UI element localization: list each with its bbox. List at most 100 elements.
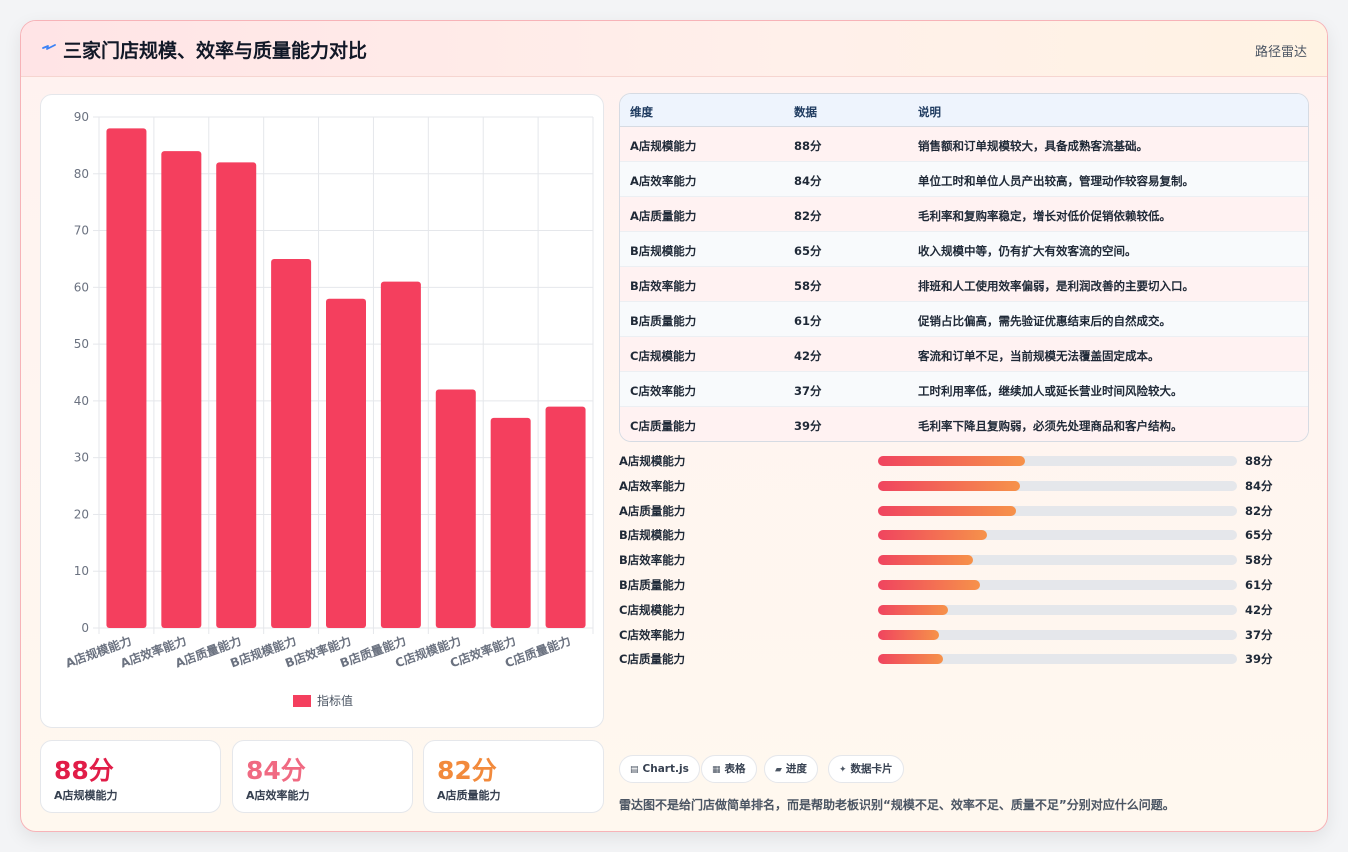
chip-progress[interactable]: ▰ 进度 <box>764 755 818 783</box>
progress-fill <box>878 555 974 566</box>
chip-label: 数据卡片 <box>850 763 893 775</box>
cell-dimension: B店质量能力 <box>630 314 697 328</box>
cell-value: 42分 <box>794 349 822 363</box>
cell-dimension: B店规模能力 <box>630 244 697 258</box>
legend-label: 指标值 <box>317 693 353 708</box>
column-header-dimension: 维度 <box>630 105 653 119</box>
chip-chartjs[interactable]: ▤ Chart.js <box>619 755 700 783</box>
footnote: 雷达图不是给门店做简单排名，而是帮助老板识别“规模不足、效率不足、质量不足”分别… <box>619 798 1175 812</box>
cell-value: 65分 <box>794 244 822 258</box>
progress-fill <box>878 456 1026 466</box>
kpi-card-a-scale: 88分 A店规模能力 <box>40 740 221 813</box>
y-tick-label: 80 <box>74 167 89 181</box>
progress-value: 42分 <box>1245 602 1273 617</box>
cell-description: 单位工时和单位人员产出较高，管理动作较容易复制。 <box>918 174 1194 188</box>
chart-icon: ▤ <box>630 765 639 775</box>
bar <box>216 162 257 628</box>
progress-label: B店规模能力 <box>619 528 686 543</box>
table-row: B店质量能力 61分 促销占比偏高，需先验证优惠结束后的自然成交。 <box>620 302 1308 337</box>
y-tick-label: 40 <box>74 394 89 408</box>
progress-row: C店质量能力 39分 <box>619 649 1319 669</box>
dashboard-card: 三家门店规模、效率与质量能力对比 路径雷达 0 10 20 30 40 50 60 70 80 9… <box>20 20 1328 832</box>
progress-track <box>878 629 1237 640</box>
progress-fill <box>878 580 981 590</box>
progress-track <box>878 654 1237 665</box>
progress-label: A店效率能力 <box>619 478 686 493</box>
table-row: B店效率能力 58分 排班和人工使用效率偏弱，是利润改善的主要切入口。 <box>620 267 1308 302</box>
cell-value: 61分 <box>794 314 822 328</box>
progress-label: A店质量能力 <box>619 503 686 518</box>
cell-dimension: C店规模能力 <box>630 349 696 363</box>
cell-value: 37分 <box>794 384 822 398</box>
y-tick-label: 0 <box>81 621 89 635</box>
table-row: C店规模能力 42分 客流和订单不足，当前规模无法覆盖固定成本。 <box>620 337 1308 372</box>
cell-description: 收入规模中等，仍有扩大有效客流的空间。 <box>918 244 1137 258</box>
bar <box>106 128 147 628</box>
progress-row: B店质量能力 61分 <box>619 575 1319 595</box>
kpi-card-a-efficiency: 84分 A店效率能力 <box>232 740 413 813</box>
cell-description: 毛利率下降且复购弱，必须先处理商品和客户结构。 <box>918 419 1183 433</box>
cell-value: 58分 <box>794 279 822 293</box>
progress-value: 61分 <box>1245 578 1273 592</box>
chip-label: 表格 <box>724 763 746 775</box>
progress-track <box>878 555 1237 566</box>
data-table: 维度 数据 说明 A店规模能力 88分 销售额和订单规模较大，具备成熟客流基础。 A店… <box>619 93 1309 442</box>
progress-row: B店效率能力 58分 <box>619 550 1319 570</box>
progress-value: 84分 <box>1245 478 1273 493</box>
table-row: C店质量能力 39分 毛利率下降且复购弱，必须先处理商品和客户结构。 <box>620 407 1308 441</box>
y-tick-label: 90 <box>74 110 89 124</box>
table-row: A店规模能力 88分 销售额和订单规模较大，具备成熟客流基础。 <box>620 127 1308 162</box>
kpi-card-a-quality: 82分 A店质量能力 <box>423 740 604 813</box>
bar <box>435 389 476 628</box>
progress-label: C店质量能力 <box>619 652 685 667</box>
progress-row: A店效率能力 84分 <box>619 476 1319 496</box>
kpi-label: A店规模能力 <box>54 789 118 802</box>
bar <box>326 298 366 628</box>
cell-description: 销售额和订单规模较大，具备成熟客流基础。 <box>918 139 1148 153</box>
table-row: C店效率能力 37分 工时利用率低，继续加人或延长营业时间风险较大。 <box>620 372 1308 407</box>
bar <box>161 151 202 629</box>
cell-dimension: C店质量能力 <box>630 419 696 433</box>
y-tick-label: 10 <box>74 564 89 578</box>
progress-label: C店效率能力 <box>619 627 685 642</box>
progress-fill <box>878 480 1020 491</box>
progress-fill <box>878 604 948 615</box>
progress-label: B店效率能力 <box>619 553 686 568</box>
cell-description: 毛利率和复购率稳定，增长对低价促销依赖较低。 <box>918 209 1171 223</box>
chip-label: Chart.js <box>642 763 689 775</box>
bar <box>545 406 586 628</box>
cell-value: 82分 <box>794 209 822 223</box>
page-title: 三家门店规模、效率与质量能力对比 <box>63 40 368 62</box>
kpi-value: 82分 <box>437 756 497 785</box>
legend-swatch <box>293 695 311 707</box>
progress-label: A店规模能力 <box>619 454 686 468</box>
kpi-label: A店效率能力 <box>246 789 310 802</box>
kpi-value: 84分 <box>246 756 306 785</box>
y-tick-label: 70 <box>74 224 89 238</box>
progress-row: C店效率能力 37分 <box>619 625 1319 645</box>
column-header-description: 说明 <box>918 105 941 119</box>
progress-value: 65分 <box>1245 528 1273 543</box>
progress-label: B店质量能力 <box>619 578 686 592</box>
cell-value: 88分 <box>794 139 822 153</box>
progress-value: 58分 <box>1245 553 1273 568</box>
chip-data-card[interactable]: ✦ 数据卡片 <box>828 755 904 783</box>
y-tick-label: 20 <box>74 507 89 521</box>
lightning-icon <box>42 44 56 50</box>
progress-value: 37分 <box>1245 627 1273 642</box>
progress-fill <box>878 505 1017 516</box>
header-tag: 路径雷达 <box>1254 45 1307 60</box>
cell-description: 工时利用率低，继续加人或延长营业时间风险较大。 <box>918 384 1183 398</box>
cell-value: 39分 <box>794 419 822 433</box>
progress-icon: ▰ <box>775 765 782 775</box>
chip-label: 进度 <box>785 763 807 775</box>
cell-value: 84分 <box>794 174 822 188</box>
progress-value: 88分 <box>1245 454 1273 468</box>
progress-track <box>878 530 1237 541</box>
cell-dimension: C店效率能力 <box>630 384 696 398</box>
progress-row: B店规模能力 65分 <box>619 525 1319 545</box>
cell-description: 排班和人工使用效率偏弱，是利润改善的主要切入口。 <box>918 279 1194 293</box>
chip-table[interactable]: ▦ 表格 <box>701 755 757 783</box>
table-row: B店规模能力 65分 收入规模中等，仍有扩大有效客流的空间。 <box>620 232 1308 267</box>
bar <box>271 258 312 628</box>
